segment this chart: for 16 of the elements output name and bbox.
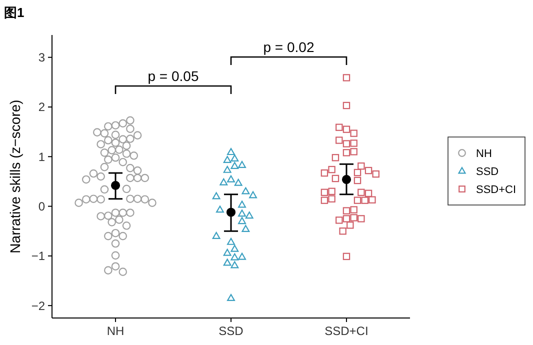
x-tick-label: SSD+CI (324, 324, 368, 338)
legend-label: NH (476, 148, 492, 160)
y-tick-label: 1 (38, 150, 46, 164)
y-axis-title: Narrative skills (z−score) (7, 100, 23, 254)
annotation: p = 0.05 (148, 68, 199, 84)
legend-label: SSD+CI (476, 184, 516, 196)
y-tick-label: −2 (31, 298, 46, 313)
annotation: p = 0.02 (263, 39, 314, 55)
y-tick-label: 3 (38, 50, 46, 65)
y-tick-label: 0 (38, 199, 46, 214)
x-tick-label: NH (106, 324, 124, 338)
x-tick-label: SSD (218, 324, 244, 338)
legend-label: SSD (476, 166, 499, 178)
y-tick-label: 2 (38, 100, 46, 114)
y-tick-label: −1 (31, 249, 46, 264)
chart-title: 图1 (4, 5, 24, 20)
